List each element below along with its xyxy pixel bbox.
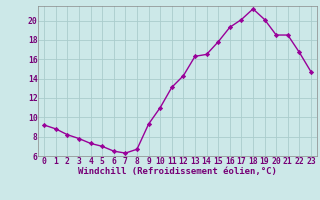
X-axis label: Windchill (Refroidissement éolien,°C): Windchill (Refroidissement éolien,°C) (78, 167, 277, 176)
